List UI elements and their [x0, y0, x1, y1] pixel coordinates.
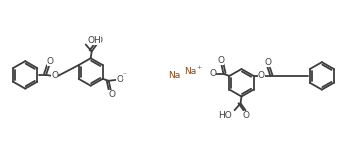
Text: Na: Na	[168, 71, 180, 80]
Text: O: O	[95, 36, 102, 45]
Text: O: O	[52, 71, 58, 80]
Text: OH: OH	[88, 36, 101, 45]
Text: O: O	[116, 75, 123, 84]
Text: O: O	[108, 90, 115, 99]
Text: +: +	[196, 65, 201, 70]
Text: ⁻: ⁻	[122, 70, 126, 79]
Text: O: O	[243, 111, 250, 120]
Text: O: O	[258, 71, 265, 80]
Text: O: O	[209, 69, 216, 78]
Text: O: O	[265, 58, 272, 67]
Text: O: O	[217, 56, 224, 65]
Text: Na: Na	[184, 68, 196, 76]
Text: O: O	[47, 57, 53, 66]
Text: HO: HO	[218, 111, 232, 120]
